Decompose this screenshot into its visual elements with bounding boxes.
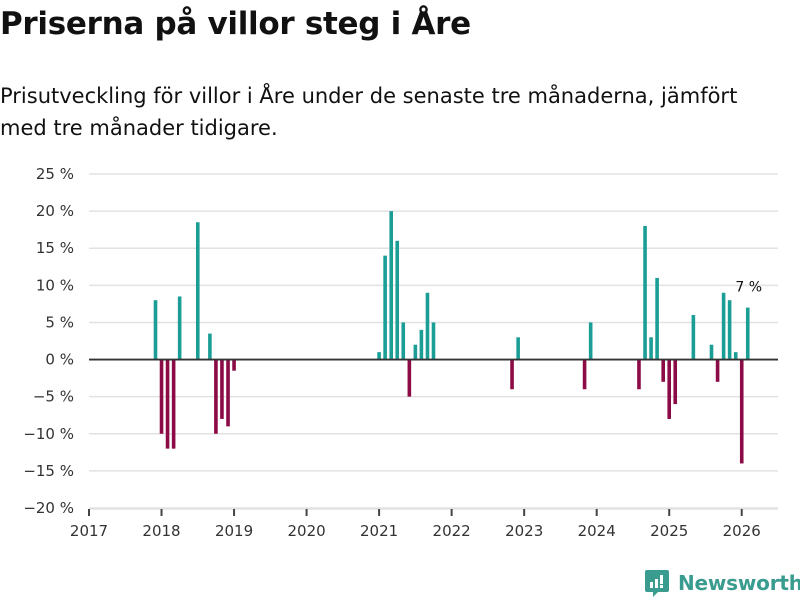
bar xyxy=(510,359,514,390)
x-tick-label: 2024 xyxy=(578,522,616,540)
x-tick-label: 2019 xyxy=(215,522,253,540)
y-axis: 25 % 20 % 15 % 10 % 5 % 0 % −5 % −10 % −15 % −20 … xyxy=(23,165,74,517)
x-tick-label: 2021 xyxy=(360,522,398,540)
bar xyxy=(667,359,672,419)
bar xyxy=(673,359,678,405)
bar xyxy=(389,211,394,360)
newsworthy-logo-icon xyxy=(645,570,669,597)
x-tick-label: 2025 xyxy=(650,522,688,540)
bar xyxy=(727,300,732,360)
bar xyxy=(171,359,176,449)
y-tick-label: 20 % xyxy=(36,202,74,220)
bar xyxy=(643,225,647,360)
last-value-annotation: 7 % xyxy=(735,280,762,296)
bar xyxy=(407,359,412,397)
bar xyxy=(709,344,714,360)
chart-title: Priserna på villor steg i Åre xyxy=(0,6,471,42)
bar xyxy=(733,352,738,360)
bar xyxy=(425,292,430,360)
bar xyxy=(159,359,164,434)
bar xyxy=(377,352,381,360)
x-axis: 2017 2018 2019 2020 2021 2022 2023 2024 2025 2026 xyxy=(70,508,778,540)
y-tick-label: 25 % xyxy=(36,165,74,183)
bar xyxy=(165,359,170,449)
x-tick-label: 2022 xyxy=(433,522,471,540)
bar xyxy=(655,277,659,360)
y-tick-label: −20 % xyxy=(23,499,74,517)
x-tick-label: 2018 xyxy=(142,522,180,540)
bars xyxy=(153,211,750,464)
y-tick-label: 0 % xyxy=(45,351,74,369)
y-tick-label: 15 % xyxy=(36,239,74,257)
bar xyxy=(739,359,744,464)
bar xyxy=(226,359,230,427)
bar xyxy=(177,296,182,360)
bar xyxy=(195,222,200,360)
bar xyxy=(691,315,696,360)
bar xyxy=(220,359,224,419)
bar xyxy=(516,337,520,360)
y-tick-label: 10 % xyxy=(36,276,74,294)
newsworthy-logo-text: Newsworthy xyxy=(678,571,800,595)
bar xyxy=(745,307,750,360)
bar xyxy=(153,300,158,360)
x-tick-label: 2020 xyxy=(287,522,325,540)
chart-subtitle: Prisutveckling för villor i Åre under de… xyxy=(0,84,738,140)
bar xyxy=(419,329,424,360)
y-tick-label: −15 % xyxy=(23,462,74,480)
bar xyxy=(661,359,665,382)
bar xyxy=(232,359,236,371)
x-tick-label: 2023 xyxy=(505,522,543,540)
bar xyxy=(401,322,406,360)
x-tick-label: 2017 xyxy=(70,522,108,540)
bar xyxy=(721,292,726,360)
bar xyxy=(208,333,212,360)
bar xyxy=(214,359,218,434)
bar xyxy=(431,322,436,360)
bar xyxy=(637,359,641,390)
bar xyxy=(413,344,418,360)
y-tick-label: −5 % xyxy=(33,388,74,406)
bar xyxy=(582,359,587,390)
bar xyxy=(715,359,720,382)
y-tick-label: 5 % xyxy=(45,313,74,331)
y-tick-label: −10 % xyxy=(23,425,74,443)
bar xyxy=(649,337,653,360)
newsworthy-logo[interactable]: Newsworthy xyxy=(644,568,800,598)
x-tick-label: 2026 xyxy=(723,522,761,540)
bar xyxy=(588,322,593,360)
bar xyxy=(395,240,400,360)
bar xyxy=(383,255,387,360)
